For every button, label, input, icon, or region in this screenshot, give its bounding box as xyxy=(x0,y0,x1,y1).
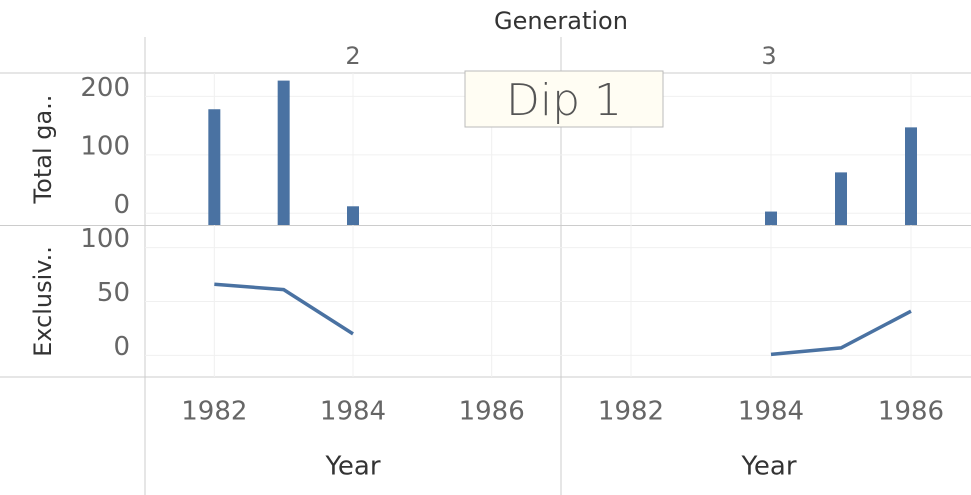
y-tick-label: 50 xyxy=(97,278,130,308)
annotation: Dip 1 xyxy=(506,75,622,126)
x-tick-label: 1984 xyxy=(738,397,804,427)
x-tick-label: 1982 xyxy=(598,397,664,427)
line xyxy=(214,282,354,336)
y-tick-label: 100 xyxy=(80,131,130,161)
y-tick-label: 0 xyxy=(113,332,130,362)
x-tick-label: 1984 xyxy=(320,397,386,427)
y-tick-label: 100 xyxy=(80,224,130,254)
y-tick-label: 200 xyxy=(80,73,130,103)
bar xyxy=(765,211,777,225)
line xyxy=(770,309,912,357)
x-tick-label: 1986 xyxy=(459,397,525,427)
x-tick-label: 1982 xyxy=(181,397,247,427)
y-axis-label: Total ga.. xyxy=(29,95,57,205)
y-tick-label: 0 xyxy=(113,190,130,220)
x-axis-label: Year xyxy=(740,452,796,482)
y-axis-label: Exclusiv.. xyxy=(29,246,57,357)
facet-label: 3 xyxy=(761,42,776,70)
bar xyxy=(347,206,359,225)
annotation-box xyxy=(464,70,664,128)
bar xyxy=(277,80,290,225)
column-header: Generation xyxy=(494,7,628,35)
bar xyxy=(835,172,847,225)
x-axis-label: Year xyxy=(324,452,380,482)
bar xyxy=(208,109,221,225)
bar xyxy=(905,127,917,225)
x-tick-label: 1986 xyxy=(878,397,944,427)
facet-label: 2 xyxy=(345,42,360,70)
